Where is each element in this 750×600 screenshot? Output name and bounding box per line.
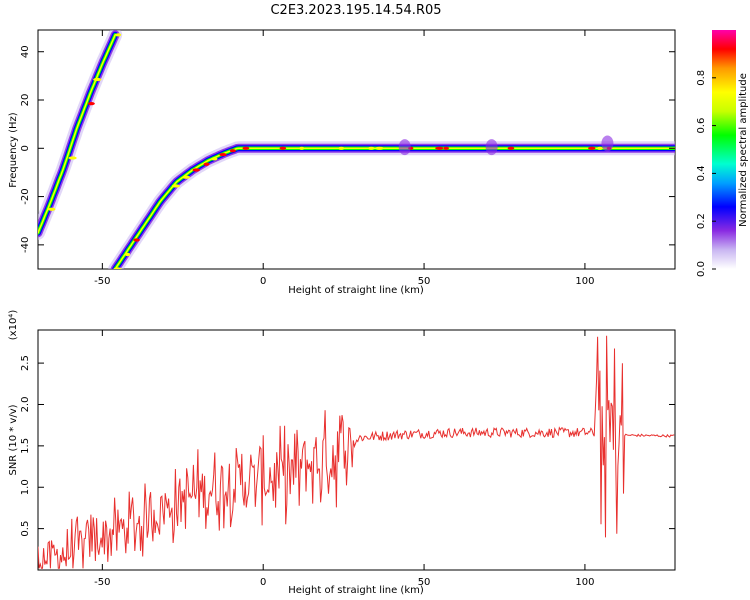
spectral-peak: [443, 146, 449, 150]
spectral-peak: [48, 207, 56, 211]
spectral-ridge: [114, 147, 675, 269]
x-tick-label: 0: [260, 276, 266, 287]
colorbar-tick-label: 0.4: [696, 165, 707, 181]
snr-panel: -50 0 50 100 0.5 1.0 1.5 2.0 2.5 Height of stra…: [8, 310, 676, 596]
snr-frame: [37, 329, 676, 571]
colorbar-gradient: [712, 30, 736, 269]
spectral-peak: [125, 252, 131, 257]
colorbar-tick-label: 0.0: [696, 261, 707, 277]
chart-title: C2E3.2023.195.14.54.R05: [270, 3, 441, 18]
spectral-peak: [299, 146, 305, 150]
colorbar-tick-label: 0.6: [696, 118, 707, 134]
spectral-artifact: [398, 139, 411, 156]
spectrogram-y-ticks: -40 -20 0 20 40: [20, 45, 675, 253]
y-tick-label: -40: [20, 237, 31, 253]
x-tick-label: 0: [260, 577, 266, 588]
colorbar-tick-label: 0.2: [696, 213, 707, 229]
spectral-peak: [113, 267, 122, 269]
spectral-peak: [242, 146, 250, 150]
spectrogram-x-label: Height of straight line (km): [288, 285, 424, 296]
spectral-peak: [93, 77, 102, 82]
y-tick-label: 1.5: [20, 438, 31, 454]
spectral-peak: [588, 146, 596, 150]
snr-unit-label: (x10⁴): [8, 310, 19, 341]
spectral-ridge: [38, 34, 116, 234]
spectrogram-marks: [38, 30, 681, 269]
spectral-peak: [338, 146, 345, 150]
spectral-peak: [229, 149, 236, 153]
colorbar: 0.0 0.2 0.4 0.6 0.8 Normalized spectral ampl…: [696, 30, 749, 277]
spectral-peak: [203, 162, 210, 166]
snr-x-ticks: -50 0 50 100: [94, 330, 594, 588]
spectral-peak: [375, 146, 384, 150]
y-tick-label: -20: [20, 188, 31, 204]
spectrogram-y-label: Frequency (Hz): [8, 112, 19, 188]
spectral-artifact: [601, 135, 614, 152]
spectral-peak: [115, 33, 122, 37]
y-tick-label: 0: [20, 145, 31, 151]
snr-y-label: SNR (10 * v/v): [8, 404, 19, 475]
x-tick-label: -50: [94, 276, 110, 287]
snr-x-label: Height of straight line (km): [288, 585, 424, 596]
spectral-peak: [171, 184, 180, 188]
spectral-artifact: [485, 139, 498, 156]
colorbar-label: Normalized spectral amplitude: [738, 73, 749, 227]
spectral-peak: [279, 146, 287, 150]
spectrogram-x-ticks: -50 0 50 100: [94, 30, 594, 287]
spectral-peak: [596, 146, 603, 150]
spectral-peak: [133, 238, 140, 242]
y-tick-label: 0.5: [20, 521, 31, 537]
spectral-peak: [219, 152, 227, 157]
spectral-peak: [676, 147, 681, 150]
y-tick-label: 20: [20, 94, 31, 107]
y-tick-label: 2.5: [20, 355, 31, 371]
y-tick-label: 1.0: [20, 479, 31, 495]
spectral-peak: [211, 157, 218, 161]
snr-y-ticks: 0.5 1.0 1.5 2.0 2.5: [20, 355, 675, 537]
spectral-peak: [182, 175, 190, 179]
x-tick-label: 100: [575, 577, 594, 588]
colorbar-tick-label: 0.8: [696, 70, 707, 86]
snr-marks: [38, 335, 675, 569]
spectral-peak: [507, 146, 515, 150]
spectral-peak: [435, 146, 444, 150]
snr-series-line: [38, 335, 675, 569]
x-tick-label: 50: [418, 276, 431, 287]
colorbar-ticks: 0.0 0.2 0.4 0.6 0.8: [696, 70, 716, 277]
y-tick-label: 40: [20, 45, 31, 58]
spectral-peak: [68, 156, 77, 160]
x-tick-label: 50: [418, 577, 431, 588]
x-tick-label: -50: [94, 577, 110, 588]
spectral-peak: [192, 168, 200, 172]
spectral-peak: [368, 146, 375, 150]
x-tick-label: 100: [575, 276, 594, 287]
spectrogram-panel: -50 0 50 100 -40 -20 0 20 40 Height of straight…: [8, 29, 681, 296]
y-tick-label: 2.0: [20, 397, 31, 413]
spectral-peak: [87, 102, 95, 106]
